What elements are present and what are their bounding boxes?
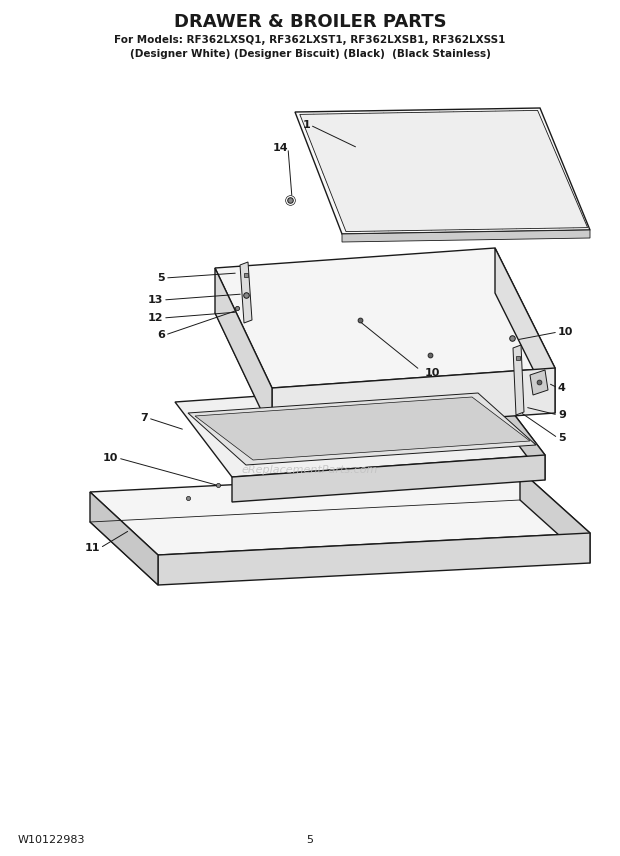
Polygon shape	[195, 397, 530, 460]
Text: 5: 5	[558, 433, 565, 443]
Polygon shape	[90, 492, 158, 585]
Polygon shape	[232, 455, 545, 502]
Polygon shape	[175, 380, 545, 477]
Polygon shape	[215, 248, 555, 388]
Text: 13: 13	[148, 295, 163, 305]
Polygon shape	[300, 110, 588, 232]
Text: 7: 7	[140, 413, 148, 423]
Polygon shape	[488, 380, 545, 480]
Text: 9: 9	[558, 410, 566, 420]
Text: 10: 10	[103, 453, 118, 463]
Polygon shape	[520, 470, 590, 563]
Text: 10: 10	[558, 327, 574, 337]
Text: 5: 5	[306, 835, 314, 845]
Text: DRAWER & BROILER PARTS: DRAWER & BROILER PARTS	[174, 13, 446, 31]
Polygon shape	[158, 533, 590, 585]
Text: eReplacementParts.com: eReplacementParts.com	[242, 465, 378, 475]
Text: (Designer White) (Designer Biscuit) (Black)  (Black Stainless): (Designer White) (Designer Biscuit) (Bla…	[130, 49, 490, 59]
Polygon shape	[272, 368, 555, 433]
Polygon shape	[295, 108, 590, 234]
Polygon shape	[342, 230, 590, 242]
Polygon shape	[530, 370, 548, 395]
Text: 1: 1	[303, 120, 310, 130]
Polygon shape	[215, 268, 272, 433]
Text: 6: 6	[157, 330, 165, 340]
Text: 11: 11	[84, 543, 100, 553]
Text: 12: 12	[148, 313, 163, 323]
Polygon shape	[188, 393, 536, 465]
Text: W10122983: W10122983	[18, 835, 86, 845]
Polygon shape	[495, 248, 555, 413]
Text: 14: 14	[272, 143, 288, 153]
Polygon shape	[240, 262, 252, 323]
Text: For Models: RF362LXSQ1, RF362LXST1, RF362LXSB1, RF362LXSS1: For Models: RF362LXSQ1, RF362LXST1, RF36…	[114, 35, 506, 45]
Polygon shape	[90, 470, 590, 555]
Text: 10: 10	[425, 368, 440, 378]
Text: 4: 4	[558, 383, 566, 393]
Text: 5: 5	[157, 273, 165, 283]
Polygon shape	[513, 345, 524, 415]
